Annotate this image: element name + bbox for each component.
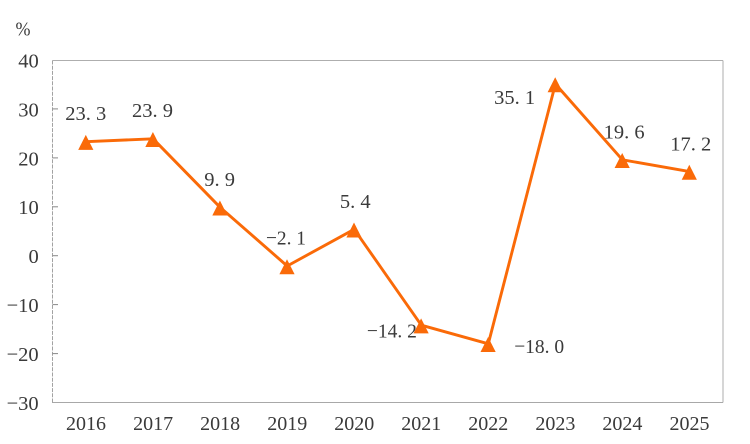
svg-text:−18. 0: −18. 0 — [514, 336, 564, 358]
svg-text:19. 6: 19. 6 — [604, 121, 645, 143]
svg-text:2024: 2024 — [602, 413, 642, 435]
svg-text:−30: −30 — [7, 393, 39, 415]
svg-text:%: % — [16, 18, 31, 40]
svg-text:2022: 2022 — [468, 413, 508, 435]
svg-text:2019: 2019 — [267, 413, 307, 435]
svg-text:−10: −10 — [7, 295, 39, 317]
svg-text:5. 4: 5. 4 — [340, 191, 371, 213]
svg-text:10: 10 — [18, 197, 39, 219]
svg-text:2021: 2021 — [401, 413, 441, 435]
svg-text:9. 9: 9. 9 — [204, 169, 235, 191]
svg-text:−14. 2: −14. 2 — [367, 320, 417, 342]
svg-text:0: 0 — [28, 246, 38, 268]
svg-text:23. 9: 23. 9 — [132, 100, 173, 122]
svg-text:23. 3: 23. 3 — [65, 103, 106, 125]
svg-text:−2. 1: −2. 1 — [266, 228, 306, 250]
svg-text:2018: 2018 — [200, 413, 240, 435]
svg-text:−20: −20 — [7, 344, 39, 366]
svg-text:30: 30 — [18, 99, 39, 121]
svg-text:17. 2: 17. 2 — [670, 133, 711, 155]
svg-text:40: 40 — [18, 50, 39, 72]
svg-text:35. 1: 35. 1 — [494, 87, 535, 109]
svg-text:2016: 2016 — [66, 413, 106, 435]
svg-text:2025: 2025 — [670, 413, 710, 435]
svg-text:20: 20 — [18, 148, 39, 170]
svg-text:2020: 2020 — [334, 413, 374, 435]
svg-text:2017: 2017 — [133, 413, 173, 435]
svg-text:2023: 2023 — [535, 413, 575, 435]
